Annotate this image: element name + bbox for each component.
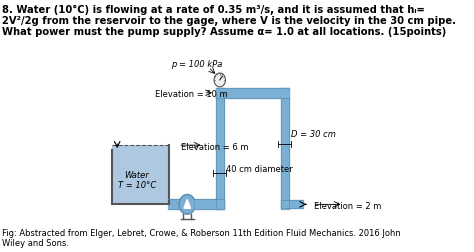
Text: D = 30 cm: D = 30 cm bbox=[292, 130, 336, 139]
Bar bbox=[112, 146, 169, 205]
Text: 8. Water (10°C) is flowing at a rate of 0.35 m³/s, and it is assumed that hₗ=: 8. Water (10°C) is flowing at a rate of … bbox=[1, 5, 424, 15]
Text: 40 cm diameter: 40 cm diameter bbox=[226, 165, 293, 174]
Text: Fig: Abstracted from Elger, Lebret, Crowe, & Roberson 11th Edition Fluid Mechani: Fig: Abstracted from Elger, Lebret, Crow… bbox=[1, 228, 401, 247]
Polygon shape bbox=[216, 88, 224, 98]
Text: p = 100 kPa: p = 100 kPa bbox=[171, 59, 223, 68]
Text: T = 10°C: T = 10°C bbox=[118, 180, 156, 189]
Text: What power must the pump supply? Assume α= 1.0 at all locations. (15points): What power must the pump supply? Assume … bbox=[1, 26, 446, 37]
Text: Elevation = 10 m: Elevation = 10 m bbox=[155, 90, 227, 99]
Text: 2V²/2g from the reservoir to the gage, where V is the velocity in the 30 cm pipe: 2V²/2g from the reservoir to the gage, w… bbox=[1, 16, 456, 26]
Circle shape bbox=[179, 195, 195, 214]
Polygon shape bbox=[184, 200, 191, 208]
Circle shape bbox=[214, 74, 226, 87]
Text: Elevation = 2 m: Elevation = 2 m bbox=[314, 201, 382, 210]
Polygon shape bbox=[281, 88, 289, 98]
Text: Water: Water bbox=[124, 171, 149, 179]
Text: Elevation = 6 m: Elevation = 6 m bbox=[181, 142, 248, 151]
